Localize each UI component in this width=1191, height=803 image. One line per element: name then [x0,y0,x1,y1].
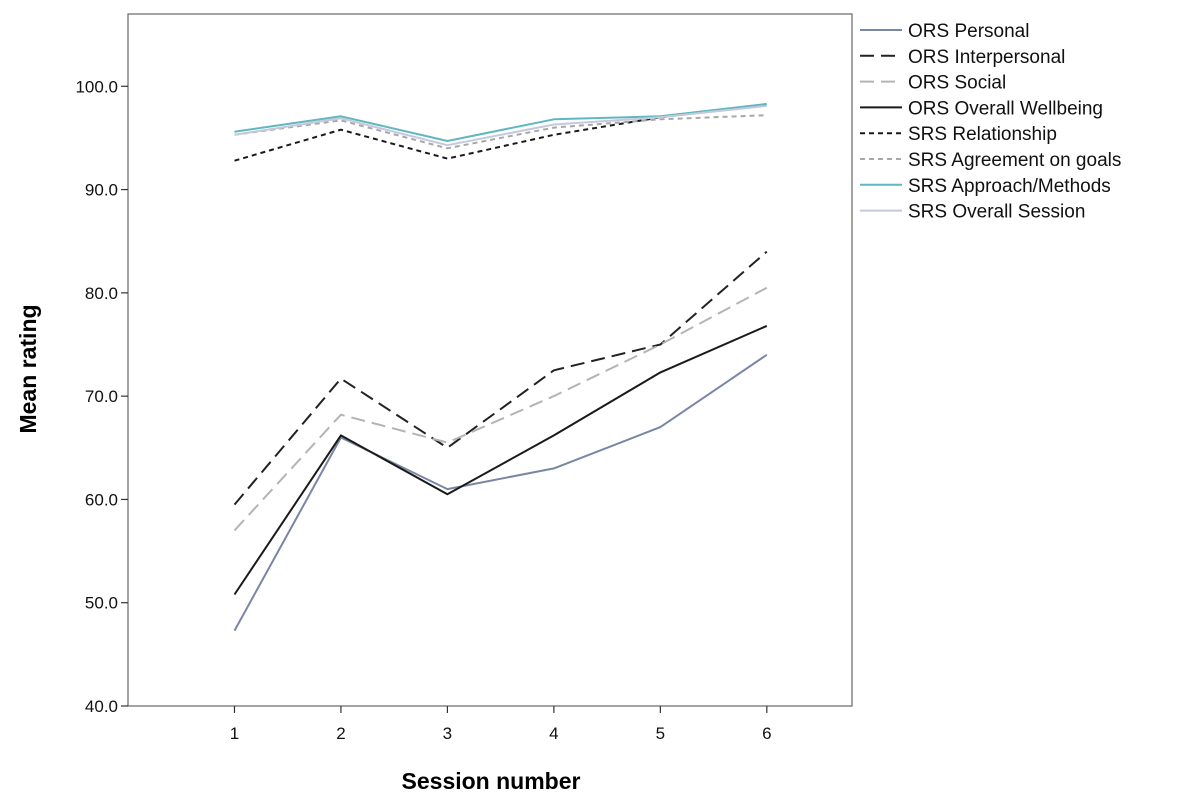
legend-label: ORS Personal [908,21,1029,42]
legend-label: SRS Agreement on goals [908,150,1121,171]
y-axis-title: Mean rating [15,304,41,433]
legend-label: SRS Relationship [908,124,1057,145]
x-tick-label: 1 [230,724,239,743]
y-tick-label: 100.0 [75,77,118,96]
plot-area-frame [127,13,853,707]
series-line-ors-personal [233,353,768,632]
series-line-ors-social [233,286,768,532]
series-line-srs-relationship [234,103,767,162]
legend: ORS Personal ORS Interpersonal ORS Social O… [860,21,1121,223]
x-tick-label: 3 [443,724,452,743]
legend-label: ORS Social [908,73,1006,94]
legend-label: ORS Overall Wellbeing [908,98,1103,119]
series-line-srs-agreement-on-goals [234,114,767,150]
series-line-srs-approach-methods [234,102,767,142]
y-tick-label: 70.0 [85,387,118,406]
x-tick-label: 5 [656,724,665,743]
series-line-ors-interpersonal [233,250,768,506]
legend-label: SRS Overall Session [908,202,1085,223]
y-tick-label: 40.0 [85,697,118,716]
y-tick-label: 80.0 [85,284,118,303]
legend-label: ORS Interpersonal [908,47,1065,68]
series-line-ors-overall-wellbeing [233,324,768,596]
y-tick-label: 90.0 [85,181,118,200]
x-tick-label: 4 [549,724,558,743]
y-tick-label: 60.0 [85,490,118,509]
x-tick-label: 2 [336,724,345,743]
legend-label: SRS Approach/Methods [908,176,1111,197]
x-tick-label: 6 [762,724,771,743]
x-axis-title: Session number [402,768,581,794]
series-line-srs-overall-session [234,104,767,147]
y-tick-label: 50.0 [85,594,118,613]
